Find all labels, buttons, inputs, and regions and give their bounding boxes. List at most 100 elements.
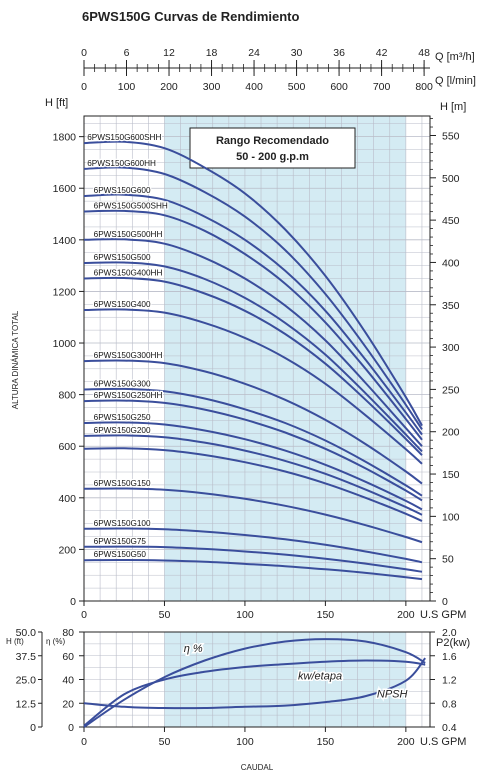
lower-curve-- [83, 638, 426, 728]
gpm-tick-label: 200 [397, 609, 415, 621]
head-curve-6pws150g600 [83, 193, 423, 436]
curve-label-6pws150g200: 6PWS150G200 [94, 426, 151, 435]
q-lmin-tick-label: 300 [203, 81, 221, 93]
q-m3h-tick-label: 42 [376, 47, 388, 59]
q-lmin-tick-label: 100 [118, 81, 136, 93]
q-m3h-tick-label: 12 [163, 47, 175, 59]
p2-tick-label: 0.8 [442, 698, 457, 710]
lower-h-tick-label: 37.5 [16, 651, 37, 663]
ft-tick-label: 0 [70, 596, 76, 608]
q-m3h-tick-label: 18 [206, 47, 218, 59]
m-tick-label: 50 [442, 554, 454, 566]
lower-gpm-tick-label: 150 [317, 736, 335, 748]
m-tick-label: 100 [442, 511, 460, 523]
lower-gpm-axis-label: U.S GPM [420, 736, 466, 748]
head-curve-6pws150g100 [83, 527, 423, 564]
lower-h-tick-label: 12.5 [16, 698, 37, 710]
chart-title: 6PWS150G Curvas de Rendimiento [82, 9, 300, 24]
head-curve-6pws150g300hh [83, 359, 423, 485]
head-curve-6pws150g500hh [83, 238, 423, 447]
q-lmin-tick-label: 700 [373, 81, 391, 93]
gpm-tick-label: 150 [317, 609, 335, 621]
ft-tick-label: 1200 [53, 286, 77, 298]
lower-curve-kw-etapa [83, 659, 426, 727]
head-curve-6pws150g50 [83, 558, 423, 581]
gpm-tick-label: 50 [159, 609, 171, 621]
eta-axis-label: η (%) [46, 637, 65, 646]
head-curve-6pws150g500 [83, 261, 423, 453]
curve-label-6pws150g500hh: 6PWS150G500HH [94, 230, 163, 239]
head-curve-6pws150g250 [83, 421, 423, 511]
p2-tick-label: 0.4 [442, 722, 457, 734]
p2-tick-label: 2.0 [442, 627, 457, 639]
ft-tick-label: 1800 [53, 132, 77, 144]
m-tick-label: 450 [442, 215, 460, 227]
recommended-range-title: Rango Recomendado [216, 135, 329, 147]
recommended-range-box [189, 127, 356, 169]
m-tick-label: 200 [442, 427, 460, 439]
ft-tick-label: 800 [58, 390, 76, 402]
curve-label-6pws150g250: 6PWS150G250 [94, 413, 151, 422]
curve-label-6pws150g300: 6PWS150G300 [94, 379, 151, 388]
curve-label-6pws150g500: 6PWS150G500 [94, 253, 151, 262]
eta-tick-label: 60 [62, 651, 74, 663]
m-tick-label: 150 [442, 469, 460, 481]
recommended-range-subtitle: 50 - 200 g.p.m [236, 151, 309, 163]
annotation-npsh: NPSH [377, 688, 408, 700]
m-tick-label: 250 [442, 384, 460, 396]
lower-h-axis-label: H (ft) [6, 637, 24, 646]
curve-label-6pws150g75: 6PWS150G75 [94, 537, 147, 546]
curve-label-6pws150g50: 6PWS150G50 [94, 550, 147, 559]
p2-axis-label: P2(kw) [436, 637, 470, 649]
curve-label-6pws150g600hh: 6PWS150G600HH [87, 159, 156, 168]
m-tick-label: 400 [442, 257, 460, 269]
lower-gpm-tick-label: 100 [236, 736, 254, 748]
ft-tick-label: 600 [58, 441, 76, 453]
head-curve-6pws150g200b [83, 447, 423, 522]
curve-label-6pws150g400hh: 6PWS150G400HH [94, 269, 163, 278]
y-axis-side-label: ALTURA DINÁMICA TOTAL [11, 310, 20, 409]
plot-frame [83, 115, 431, 602]
lower-gpm-tick-label: 50 [159, 736, 171, 748]
lower-h-tick-label: 25.0 [16, 675, 37, 687]
curve-label-6pws150g100: 6PWS150G100 [94, 519, 151, 528]
head-curve-6pws150g600hh [83, 166, 423, 430]
p2-tick-label: 1.2 [442, 675, 457, 687]
head-curve-6pws150g300 [83, 387, 423, 497]
curve-label-6pws150g600: 6PWS150G600 [94, 186, 151, 195]
ft-axis-label: H [ft] [45, 97, 68, 109]
caudal-label: CAUDAL [241, 763, 274, 772]
head-curve-6pws150g500shh [83, 209, 423, 441]
curve-label-6pws150g150: 6PWS150G150 [94, 479, 151, 488]
q-lmin-axis-label: Q [l/min] [435, 75, 476, 87]
head-curve-6pws150g400hh [83, 276, 423, 456]
eta-tick-label: 40 [62, 675, 74, 687]
curve-label-6pws150g300hh: 6PWS150G300HH [94, 351, 163, 360]
curve-label-6pws150g250hh: 6PWS150G250HH [94, 391, 163, 400]
q-m3h-axis-label: Q [m³/h] [435, 51, 475, 63]
lower-h-tick-label: 0 [30, 722, 36, 734]
q-m3h-tick-label: 30 [291, 47, 303, 59]
head-curve-6pws150g75 [83, 545, 423, 573]
q-m3h-tick-label: 36 [333, 47, 345, 59]
m-tick-label: 500 [442, 173, 460, 185]
curve-label-6pws150g500shh: 6PWS150G500SHH [94, 201, 168, 210]
eta-tick-label: 0 [68, 722, 74, 734]
lower-gpm-tick-label: 0 [81, 736, 87, 748]
q-lmin-tick-label: 0 [81, 81, 87, 93]
head-curve-6pws150g600shh [83, 140, 423, 427]
ft-tick-label: 1400 [53, 235, 77, 247]
lower-h-tick-label: 50.0 [16, 627, 37, 639]
annotation-kw-etapa: kw/etapa [298, 671, 342, 683]
q-m3h-tick-label: 6 [124, 47, 130, 59]
m-tick-label: 550 [442, 130, 460, 142]
gpm-axis-label: U.S GPM [420, 609, 466, 621]
ft-tick-label: 1000 [53, 338, 77, 350]
ft-tick-label: 1600 [53, 183, 77, 195]
m-tick-label: 350 [442, 300, 460, 312]
q-lmin-tick-label: 800 [415, 81, 433, 93]
m-tick-label: 0 [442, 596, 448, 608]
p2-tick-label: 1.6 [442, 651, 457, 663]
